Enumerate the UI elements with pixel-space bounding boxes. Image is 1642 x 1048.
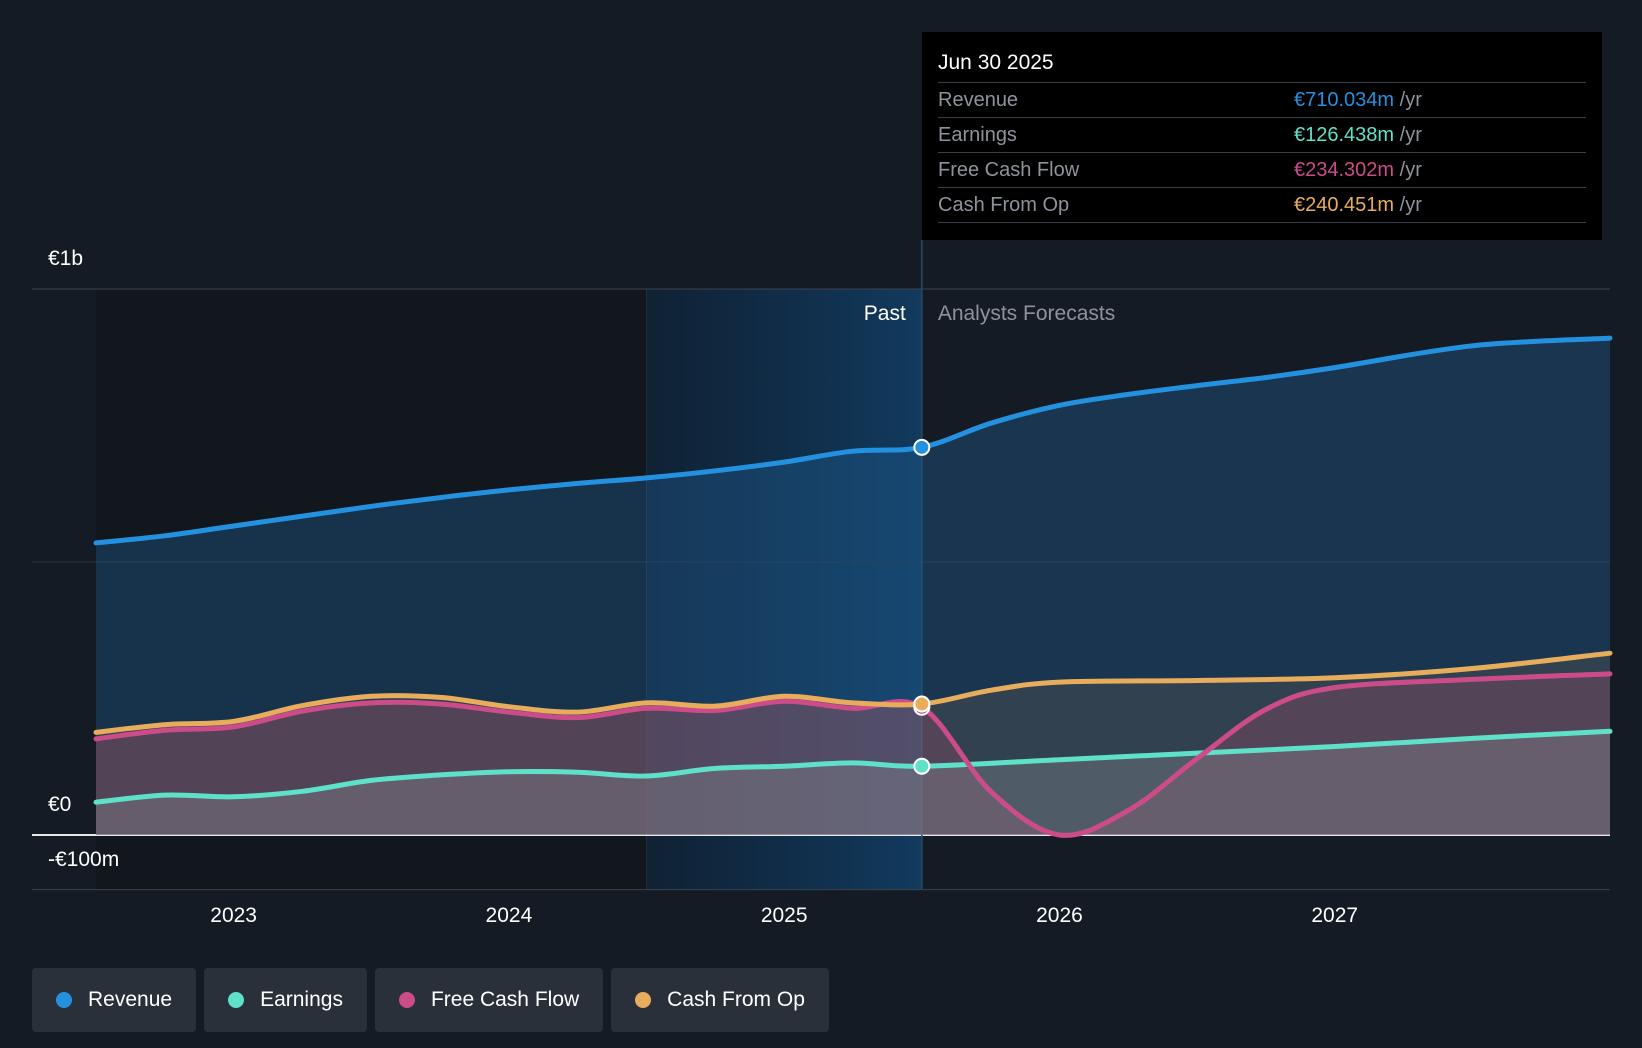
area-earnings [96,731,1610,835]
tooltip-value: €234.302m /yr [1294,153,1422,187]
legend-item-earnings[interactable]: Earnings [204,968,367,1032]
tooltip-value: €126.438m /yr [1294,118,1422,152]
line-cash-from-op [93,650,1613,735]
marker-earnings [913,757,931,775]
legend-label: Revenue [88,988,173,1011]
y-tick-label: €1b [48,247,83,270]
chart-area: €1b €0 -€100m 2023 2024 2025 2026 2027 Past Analy… [32,240,1613,927]
legend-label: Cash From Op [667,988,805,1011]
tooltip-unit: /yr [1399,194,1422,216]
tooltip-row-free-cash-flow: Free Cash Flow €234.302m /yr [938,153,1586,188]
x-tick-label: 2025 [761,904,808,927]
tooltip-label: Free Cash Flow [938,159,1080,181]
tooltip-value-number: €710.034m [1294,89,1395,111]
past-label: Past [864,302,906,325]
tooltip-label: Cash From Op [938,194,1070,216]
legend-label: Free Cash Flow [430,988,580,1011]
area-revenue [96,338,1610,835]
past-region [646,289,922,890]
legend-dot-icon [635,992,652,1008]
tooltip-unit: /yr [1399,124,1422,146]
tooltip-value: €240.451m /yr [1294,188,1422,222]
tooltip-label: Earnings [938,124,1017,146]
tooltip-value-number: €240.451m [1294,194,1395,216]
tooltip-value-number: €234.302m [1294,159,1395,181]
tooltip-value: €710.034m /yr [1294,83,1422,117]
tooltip-row-revenue: Revenue €710.034m /yr [938,83,1586,118]
area-cash-from-op [96,653,1610,835]
marker-cash-from-op [913,695,931,713]
line-free-cash-flow [93,671,1613,838]
tooltip-row-earnings: Earnings €126.438m /yr [938,118,1586,153]
y-tick-label: €0 [48,793,71,816]
tooltip-row-cash-from-op: Cash From Op €240.451m /yr [938,188,1586,223]
x-tick-label: 2026 [1036,904,1083,927]
x-tick-label: 2023 [210,904,257,927]
legend: Revenue Earnings Free Cash Flow Cash Fro… [32,968,829,1032]
legend-dot-icon [56,992,72,1008]
x-tick-label: 2027 [1311,904,1358,927]
line-revenue [93,335,1613,546]
legend-dot-icon [228,992,245,1008]
line-earnings [93,728,1613,805]
legend-label: Earnings [260,988,343,1011]
legend-item-cash-from-op[interactable]: Cash From Op [611,968,829,1032]
tooltip-label: Revenue [938,89,1019,111]
tooltip-value-number: €126.438m [1294,124,1395,146]
tooltip-unit: /yr [1399,89,1422,111]
history-region [96,289,647,890]
forecast-label: Analysts Forecasts [938,302,1115,325]
tooltip-panel: Jun 30 2025 Revenue €710.034m /yr Earnin… [922,32,1602,240]
legend-item-free-cash-flow[interactable]: Free Cash Flow [374,968,604,1032]
x-tick-label: 2024 [486,904,533,927]
y-tick-label: -€100m [48,848,119,871]
area-free-cash-flow [96,673,1610,836]
marker-revenue [913,438,931,456]
legend-dot-icon [398,992,415,1008]
tooltip-date: Jun 30 2025 [938,46,1586,83]
tooltip-unit: /yr [1399,159,1422,181]
legend-item-revenue[interactable]: Revenue [32,968,197,1032]
